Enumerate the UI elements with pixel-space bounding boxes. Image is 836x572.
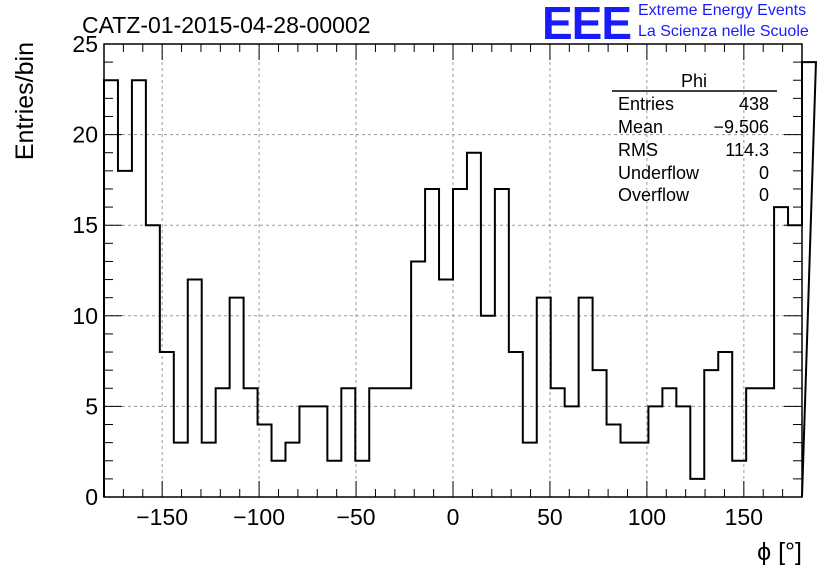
y-tick-label: 20 [72,122,98,148]
x-tick-label: −50 [337,504,376,530]
stats-value-rms: 114.3 [725,140,769,160]
histogram-bin [495,189,509,497]
histogram-bin [746,388,760,497]
histogram-bin [216,388,230,497]
histogram-bin [258,425,272,497]
histogram-bin [607,425,621,497]
histogram-bin [690,479,704,497]
histogram-bin [788,225,802,497]
histogram-bin [313,406,327,497]
y-tick-label: 0 [85,484,98,510]
histogram-bin [551,388,565,497]
histogram-bin [704,370,718,497]
histogram-bin [453,189,467,497]
histogram-bin [285,443,299,497]
stats-title: Phi [681,71,707,91]
x-tick-label: −150 [136,504,188,530]
histogram-bin [397,388,411,497]
histogram-bin [439,280,453,497]
stats-value-mean: −9.506 [713,117,769,137]
eee-logo-line2: La Scienza nelle Scuole [638,23,809,40]
histogram-bin [174,443,188,497]
stats-value-entries: 438 [739,94,769,114]
histogram-bin [104,80,118,497]
stats-label-overflow: Overflow [618,185,690,205]
stats-label-mean: Mean [618,117,663,137]
histogram-bin [188,280,202,497]
eee-logo: EEE Extreme Energy Events La Scienza nel… [542,0,832,49]
x-tick-label: 100 [628,504,666,530]
histogram-bin [774,207,788,497]
histogram-bin [132,80,146,497]
histogram-bin [537,298,551,497]
histogram-bin [327,461,341,497]
axis-ticks [103,43,803,498]
chart-title: CATZ-01-2015-04-28-00002 [82,12,371,38]
stats-value-underflow: 0 [759,163,769,183]
x-axis-label: ϕ [°] [757,538,802,566]
eee-logo-mark: EEE [542,0,632,49]
y-tick-label: 25 [72,31,98,57]
histogram-series [103,61,817,498]
histogram-bin [579,298,593,497]
histogram-bin [621,443,635,497]
histogram-bin [509,352,523,497]
histogram-bin [718,352,732,497]
x-tick-label: 150 [725,504,763,530]
histogram-bin [383,388,397,497]
stats-label-rms: RMS [618,140,658,160]
histogram-bin [634,443,648,497]
y-tick-label: 15 [72,212,98,238]
x-tick-label: −100 [233,504,285,530]
histogram-bin [481,316,495,497]
y-tick-label: 5 [85,393,98,419]
histogram-bin [760,388,774,497]
histogram-bin [355,461,369,497]
histogram-bin [662,388,676,497]
stats-label-entries: Entries [618,94,674,114]
histogram-bin [425,189,439,497]
stats-box: Phi Entries 438 Mean −9.506 RMS 114.3 Un… [612,71,777,205]
eee-logo-line1: Extreme Energy Events [638,2,807,19]
histogram-bin [593,370,607,497]
histogram-bin [118,171,132,497]
histogram-bin [299,406,313,497]
histogram-bin [467,153,481,497]
histogram-bin [202,443,216,497]
histogram-bin [160,352,174,497]
histogram-bin [802,62,816,497]
y-tick-label: 10 [72,303,98,329]
stats-value-overflow: 0 [759,185,769,205]
histogram-bin [244,388,258,497]
histogram-bin [411,261,425,497]
histogram-bin [230,298,244,497]
histogram-bin [146,225,160,497]
x-tick-label: 50 [537,504,563,530]
histogram-bin [565,406,579,497]
histogram-bin [341,388,355,497]
histogram-bin [523,443,537,497]
axis-tick-labels: −150 −100 −50 0 50 100 150 0 5 10 15 20 25 [72,31,763,530]
x-tick-label: 0 [447,504,460,530]
histogram-bin [676,406,690,497]
y-axis-label: Entries/bin [11,42,39,160]
histogram-bin [648,406,662,497]
stats-label-underflow: Underflow [618,163,700,183]
histogram-outline [103,61,817,498]
histogram-bin [369,388,383,497]
